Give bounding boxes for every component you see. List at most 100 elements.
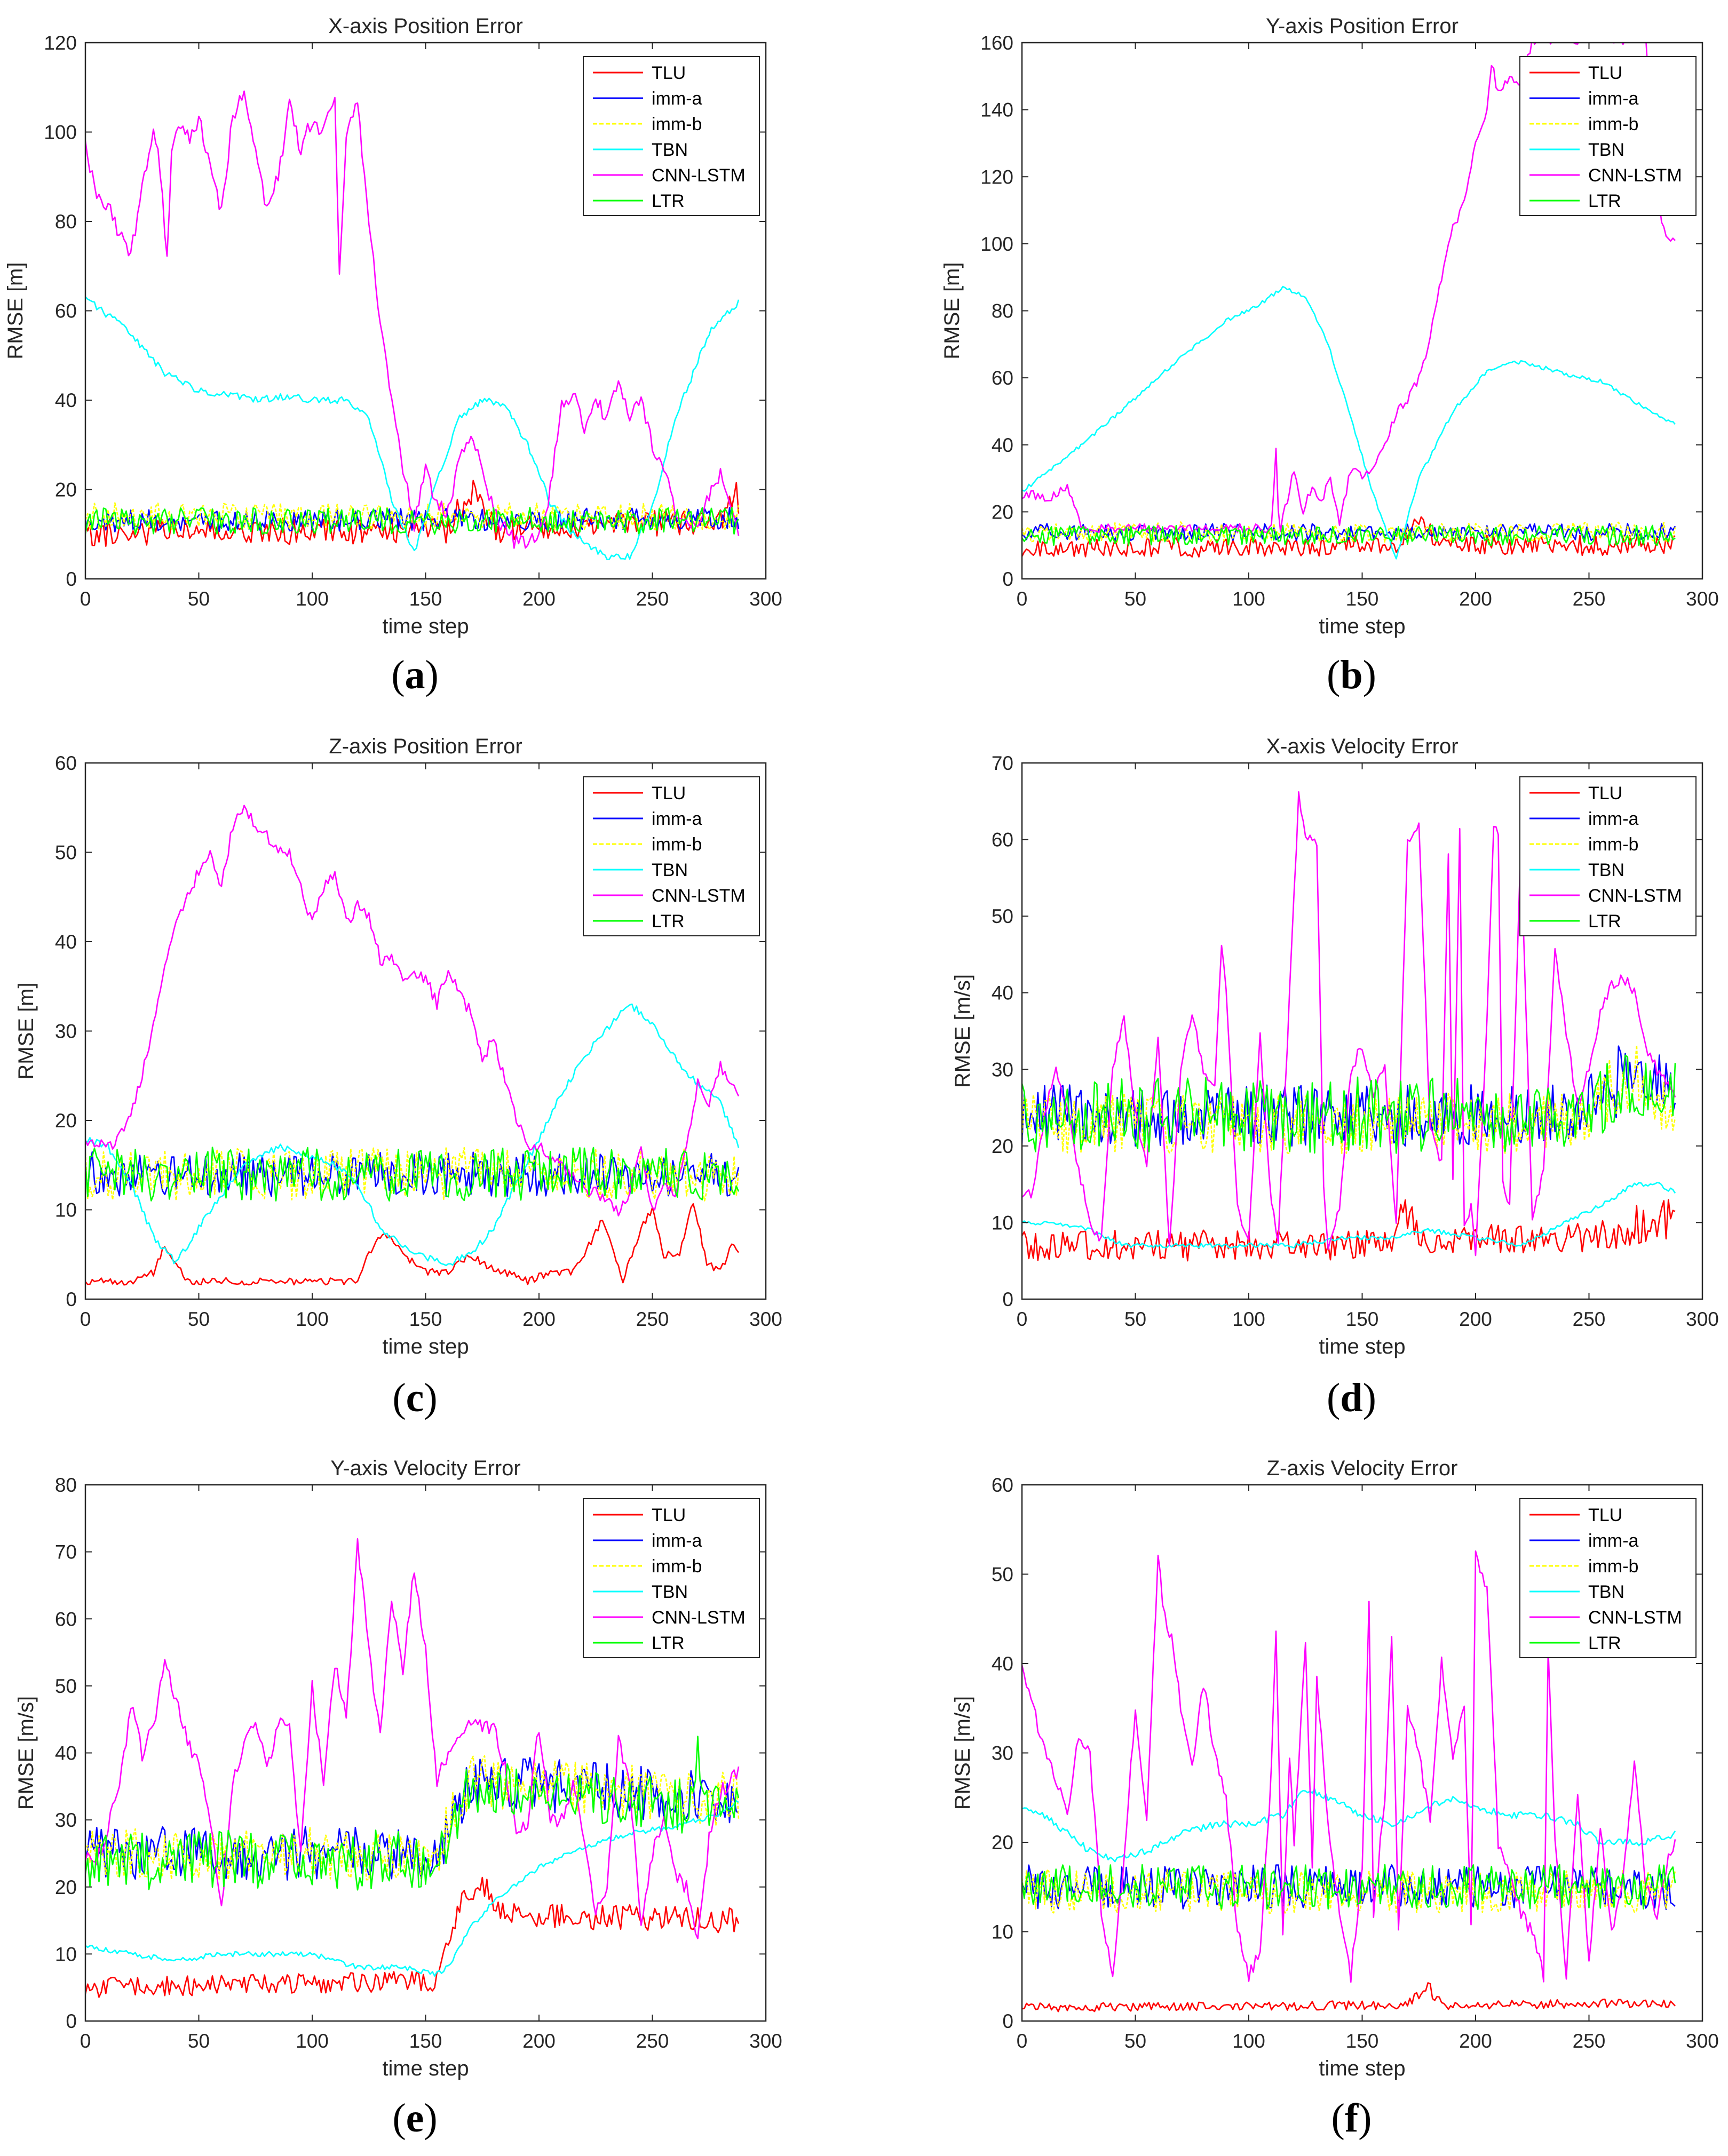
y-axis-label: RMSE [m]: [940, 262, 964, 359]
legend-label-tbn: TBN: [652, 140, 688, 160]
series-line-cnn-lstm: [1022, 1550, 1676, 1983]
y-tick-label: 20: [55, 1876, 77, 1898]
legend: TLU imm-a imm-b TBN CNN-LSTM LTR: [583, 1498, 760, 1658]
legend: TLU imm-a imm-b TBN CNN-LSTM LTR: [1519, 1498, 1697, 1658]
y-tick-label: 40: [55, 1743, 77, 1764]
y-tick-label: 160: [980, 32, 1013, 54]
series-group: [1022, 1550, 1676, 2012]
legend-label-tbn: TBN: [1588, 1582, 1624, 1602]
legend-label-ltr: LTR: [652, 191, 685, 211]
x-tick-label: 100: [1232, 1308, 1265, 1330]
series-line-tlu: [1022, 1982, 1676, 2012]
series-group: [85, 805, 740, 1286]
x-tick-label: 100: [296, 588, 329, 610]
panel-caption-letter: b: [1340, 653, 1362, 697]
legend-label-tlu: TLU: [1588, 1505, 1622, 1525]
y-tick-label: 60: [55, 1608, 77, 1630]
legend-box: [583, 56, 760, 216]
legend: TLU imm-a imm-b TBN CNN-LSTM LTR: [1519, 56, 1697, 216]
y-tick-label: 30: [992, 1059, 1013, 1080]
chart-title: Z-axis Velocity Error: [1267, 1457, 1458, 1480]
y-tick-label: 20: [55, 1110, 77, 1132]
y-tick-label: 70: [992, 752, 1013, 774]
legend-label-tlu: TLU: [1588, 783, 1622, 803]
series-group: [1022, 43, 1676, 560]
legend: TLU imm-a imm-b TBN CNN-LSTM LTR: [583, 56, 760, 216]
legend-box: [583, 1498, 760, 1658]
series-line-ltr: [1022, 1054, 1676, 1154]
y-tick-label: 50: [992, 905, 1013, 927]
x-tick-label: 100: [296, 2030, 329, 2052]
y-tick-label: 20: [992, 1832, 1013, 1853]
panel-caption: (e): [392, 2096, 437, 2141]
x-tick-label: 250: [1573, 588, 1606, 610]
x-tick-label: 300: [749, 588, 782, 610]
legend-label-imm-a: imm-a: [1588, 809, 1639, 829]
chart-panel-a: 0 50 100 150 200 250 300 0 20 40 60 80 100 120 X-axis …: [4, 14, 782, 697]
y-tick-label: 30: [55, 1021, 77, 1043]
series-line-tbn: [85, 296, 740, 560]
series-line-imm-a: [1022, 523, 1676, 542]
x-tick-label: 100: [296, 1308, 329, 1330]
x-tick-label: 200: [1459, 2030, 1492, 2052]
panel-caption-letter: c: [406, 1375, 424, 1420]
y-tick-label: 80: [55, 211, 77, 233]
y-tick-label: 120: [980, 166, 1013, 188]
panel-caption-letter: a: [405, 653, 425, 697]
series-line-tlu: [85, 1876, 740, 1998]
y-tick-label: 50: [55, 1675, 77, 1697]
y-axis-label: RMSE [m/s]: [951, 974, 974, 1088]
x-tick-label: 100: [1232, 2030, 1265, 2052]
x-tick-label: 250: [1573, 1308, 1606, 1330]
y-tick-label: 20: [992, 501, 1013, 523]
chart-title: Y-axis Position Error: [1266, 14, 1459, 38]
chart-panel-d: 0 50 100 150 200 250 300 0 10 20 30 40 50 60 70 X-axis …: [951, 735, 1719, 1420]
series-line-cnn-lstm: [85, 805, 740, 1216]
x-tick-label: 0: [80, 1308, 91, 1330]
series-group: [85, 1538, 740, 1998]
x-axis-label: time step: [382, 1335, 469, 1358]
y-tick-label: 0: [1002, 2010, 1013, 2032]
y-tick-label: 0: [1002, 568, 1013, 590]
y-tick-label: 40: [55, 931, 77, 953]
x-tick-label: 50: [1124, 1308, 1146, 1330]
legend-box: [1519, 776, 1697, 936]
chart-panel-f: 0 50 100 150 200 250 300 0 10 20 30 40 50 60 Z-axis Ve…: [951, 1457, 1719, 2141]
x-tick-label: 150: [409, 588, 442, 610]
x-tick-label: 100: [1232, 588, 1265, 610]
series-line-ltr: [85, 1736, 740, 1891]
x-axis-label: time step: [382, 2057, 469, 2080]
legend-label-tlu: TLU: [1588, 63, 1622, 83]
panel-caption-letter: d: [1340, 1375, 1362, 1420]
y-tick-label: 80: [55, 1474, 77, 1496]
x-tick-label: 300: [749, 2030, 782, 2052]
series-line-tbn: [1022, 1182, 1676, 1249]
series-line-imm-a: [85, 1757, 739, 1881]
y-tick-label: 0: [1002, 1288, 1013, 1310]
legend: TLU imm-a imm-b TBN CNN-LSTM LTR: [1519, 776, 1697, 936]
series-group: [1022, 791, 1676, 1262]
panel-caption: (d): [1327, 1375, 1376, 1420]
y-tick-label: 60: [55, 752, 77, 774]
legend-label-imm-a: imm-a: [652, 809, 702, 829]
legend-box: [1519, 56, 1697, 216]
y-axis-label: RMSE [m/s]: [14, 1696, 38, 1810]
x-tick-label: 300: [1686, 588, 1719, 610]
legend-label-ltr: LTR: [652, 1633, 685, 1653]
series-line-tbn: [85, 1800, 739, 1977]
x-tick-label: 250: [636, 2030, 669, 2052]
chart-title: Y-axis Velocity Error: [330, 1457, 520, 1480]
series-line-imm-b: [1022, 521, 1676, 543]
y-tick-label: 80: [992, 300, 1013, 322]
y-tick-label: 10: [55, 1943, 77, 1965]
legend-label-tlu: TLU: [652, 63, 686, 83]
x-tick-label: 200: [522, 2030, 556, 2052]
series-line-tbn: [1022, 1788, 1676, 1863]
x-tick-label: 150: [409, 2030, 442, 2052]
y-tick-label: 50: [992, 1564, 1013, 1586]
legend-label-ltr: LTR: [1588, 1633, 1621, 1653]
series-line-imm-b: [85, 502, 740, 531]
y-tick-label: 0: [66, 2010, 77, 2032]
x-tick-label: 50: [1124, 588, 1146, 610]
y-tick-label: 40: [992, 434, 1013, 456]
